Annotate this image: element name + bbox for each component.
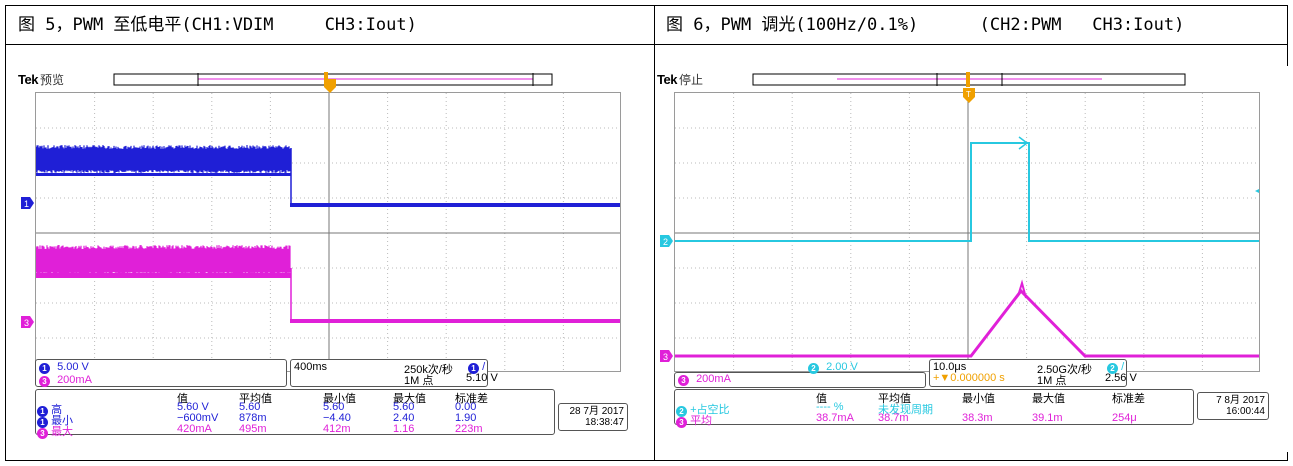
ch1-marker-icon: 1 bbox=[21, 197, 35, 209]
ch2-offscreen-marker bbox=[1255, 188, 1260, 194]
ch3-low-level bbox=[290, 319, 621, 323]
measurement-max: 1.16 bbox=[393, 423, 414, 435]
measurement-header: 最大值 bbox=[1032, 390, 1065, 406]
ch1-pwm-burst bbox=[36, 145, 290, 173]
svg-text:3: 3 bbox=[24, 318, 29, 328]
svg-text:T: T bbox=[966, 90, 971, 99]
measurement-header: 最小值 bbox=[962, 390, 995, 406]
ch3-marker-icon: 3 bbox=[21, 316, 35, 328]
trigger-marker-icon: T bbox=[963, 88, 975, 104]
oscilloscope-screenshot-1: Tek 预览 1 3 1 5.00 V 3 200mA 400ms 250k次/秒… bbox=[18, 66, 650, 452]
ch3-scale: 200mA bbox=[696, 373, 731, 385]
date: 7 8月 2017 bbox=[1201, 395, 1265, 406]
scope-header: Tek 预览 bbox=[18, 71, 64, 88]
timebase: 400ms bbox=[294, 361, 327, 373]
waveform-plot bbox=[675, 93, 1260, 372]
ch3-marker-icon: 3 bbox=[660, 350, 674, 362]
ch3-scale: 200mA bbox=[57, 374, 92, 386]
measurement-header: 标准差 bbox=[1112, 390, 1145, 406]
timestamp-box: 7 8月 2017 16:00:44 bbox=[1197, 392, 1269, 420]
acquisition-mode: 停止 bbox=[679, 73, 703, 87]
record-length: 1M 点 bbox=[404, 372, 433, 388]
ch3-current-burst bbox=[36, 245, 290, 275]
oscilloscope-screenshot-2: Tek 停止 2 3 T 3 200mA 2 2.00 V 10.0μs +▼0.… bbox=[657, 66, 1289, 452]
measurement-std: 223m bbox=[455, 423, 483, 435]
column-divider bbox=[654, 6, 655, 460]
measurement-label: 3 平均 bbox=[676, 412, 712, 428]
measurement-std: 254μ bbox=[1112, 412, 1137, 424]
waveform-plot bbox=[36, 93, 621, 372]
brand-logo: Tek bbox=[18, 72, 38, 87]
ch1-scale: 5.00 V bbox=[57, 361, 89, 373]
measurement-value: 38.7mA bbox=[816, 412, 854, 424]
ch1-baseline bbox=[36, 173, 291, 176]
svg-text:2: 2 bbox=[663, 237, 668, 247]
caption-figure-5: 图 5，PWM 至低电平(CH1:VDIM CH3:Iout) bbox=[18, 6, 417, 44]
measurement-max: 39.1m bbox=[1032, 412, 1063, 424]
caption-figure-6: 图 6，PWM 调光(100Hz/0.1%) (CH2:PWM CH3:Iout… bbox=[666, 6, 1184, 44]
trigger-level: 2.56 V bbox=[1105, 372, 1137, 384]
ch2-scale: 2.00 V bbox=[826, 361, 858, 373]
measurement-min: 412m bbox=[323, 423, 351, 435]
measurement-min: 38.3m bbox=[962, 412, 993, 424]
trigger-level: 5.10 V bbox=[466, 372, 498, 384]
date: 28 7月 2017 bbox=[562, 406, 624, 417]
record-length: 1M 点 bbox=[1037, 372, 1066, 388]
measurement-mean: 38.7m bbox=[878, 412, 909, 424]
trigger-position: +▼0.000000 s bbox=[933, 372, 1005, 384]
waveform-graticule-1 bbox=[35, 92, 621, 372]
ch2-marker-icon: 2 bbox=[660, 235, 674, 247]
ch3-baseline bbox=[36, 273, 291, 278]
waveform-graticule-2 bbox=[674, 92, 1260, 372]
brand-logo: Tek bbox=[657, 72, 677, 87]
caption-divider bbox=[6, 44, 1287, 45]
acquisition-mode: 预览 bbox=[40, 73, 64, 87]
measurement-value: 420mA bbox=[177, 423, 212, 435]
svg-text:1: 1 bbox=[24, 199, 29, 209]
time: 18:38:47 bbox=[562, 417, 624, 428]
svg-text:3: 3 bbox=[663, 352, 668, 362]
scope-header: Tek 停止 bbox=[657, 71, 703, 88]
ch1-low-level bbox=[290, 203, 621, 207]
measurement-mean: 495m bbox=[239, 423, 267, 435]
time: 16:00:44 bbox=[1201, 406, 1265, 417]
trigger-marker-icon bbox=[324, 79, 336, 93]
measurement-label: 3 最大 bbox=[37, 423, 73, 439]
timestamp-box: 28 7月 2017 18:38:47 bbox=[558, 403, 628, 431]
